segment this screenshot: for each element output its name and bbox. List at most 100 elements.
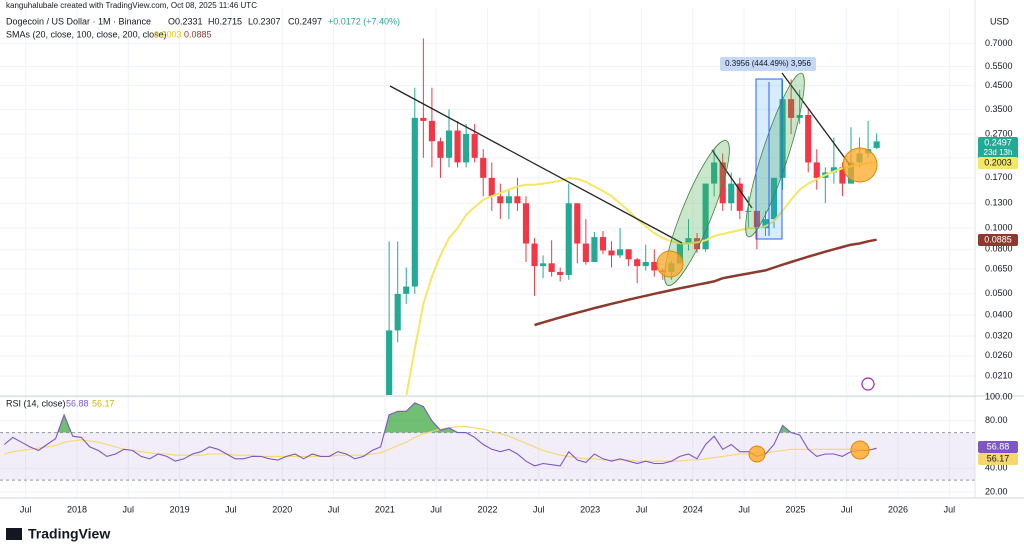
- rsi-sma-last: 56.17: [987, 453, 1010, 463]
- candle-body: [565, 203, 572, 275]
- sma20-box: [978, 157, 1018, 169]
- y-tick-label: 0.0320: [985, 331, 1013, 341]
- x-tick-label: 2020: [272, 504, 292, 514]
- sma20-price: 0.2003: [984, 157, 1012, 167]
- rsi-legend-value: 56.88: [66, 398, 89, 408]
- candle-body: [420, 117, 427, 121]
- candle-body: [599, 237, 607, 251]
- y-tick-label: 0.2700: [985, 128, 1013, 138]
- rsi-sma-legend-value: 56.17: [92, 398, 115, 408]
- last-price-box: [978, 137, 1018, 159]
- y-tick-label: 0.1700: [985, 172, 1013, 182]
- sma200-box: [978, 234, 1018, 246]
- x-tick-label: Jul: [20, 504, 32, 514]
- x-tick-label: Jul: [841, 504, 853, 514]
- highlight-circle: [842, 147, 878, 183]
- candle-body: [531, 243, 538, 267]
- x-tick-label: Jul: [738, 504, 750, 514]
- trend-line: [389, 85, 683, 244]
- drawings: [389, 72, 878, 463]
- x-tick-label: Jul: [430, 504, 442, 514]
- rsi-sma-box: [978, 453, 1018, 465]
- highlight-ellipse: [745, 72, 805, 238]
- legend-low: L0.2307: [248, 16, 281, 26]
- y-tick-label: 0.1000: [985, 223, 1013, 233]
- x-tick-label: 2024: [683, 504, 703, 514]
- highlight-ellipse: [664, 140, 730, 286]
- sma200-legend-value: 0.0885: [184, 29, 212, 39]
- y-tick-label: 0.1300: [985, 198, 1013, 208]
- candle-body: [676, 243, 684, 264]
- y-tick-label: 40.00: [985, 463, 1008, 473]
- rsi-band: [0, 432, 975, 481]
- x-tick-label: Jul: [328, 504, 340, 514]
- y-tick-label: 100.00: [985, 391, 1013, 401]
- candle-body: [454, 130, 461, 163]
- y-tick-label: 0.5500: [985, 61, 1013, 71]
- moving-average: [534, 238, 877, 327]
- candle-body: [719, 162, 726, 204]
- trend-line: [711, 149, 753, 209]
- y-tick-label: 0.0650: [985, 263, 1013, 273]
- candle-body: [582, 243, 589, 262]
- currency: USD: [990, 16, 1010, 26]
- sma200-price: 0.0885: [984, 234, 1012, 244]
- x-tick-label: 2018: [67, 504, 87, 514]
- y-tick-label: 0.0210: [985, 370, 1013, 380]
- candle-body: [557, 271, 564, 275]
- candle-body: [514, 196, 521, 204]
- x-tick-label: 2021: [375, 504, 395, 514]
- candle-body: [488, 177, 495, 197]
- candle-body: [445, 130, 453, 158]
- rsi-title: RSI (14, close): [6, 398, 66, 408]
- candle-body: [463, 133, 470, 163]
- x-tick-label: 2025: [785, 504, 805, 514]
- y-tick-label: 0.0400: [985, 309, 1013, 319]
- highlight-circle: [656, 250, 684, 278]
- sma20-legend-value: 0.2003: [154, 29, 182, 39]
- y-tick-label: 20.00: [985, 486, 1008, 496]
- rsi-box: [978, 441, 1018, 453]
- logo-icon: [6, 528, 22, 540]
- candle-body: [736, 183, 743, 211]
- y-tick-label: 0.0800: [985, 244, 1013, 254]
- range-label: 0.3956 (444.49%) 3,956: [725, 59, 811, 68]
- y-tick-label: 0.4500: [985, 80, 1013, 90]
- candle-body: [788, 99, 795, 118]
- rsi-line: [3, 402, 877, 467]
- candle-body: [770, 177, 778, 220]
- candle-body: [437, 141, 444, 158]
- candle-body: [805, 114, 812, 163]
- symbol-title: Dogecoin / US Dollar · 1M · Binance: [6, 16, 151, 26]
- candle-body: [616, 249, 624, 256]
- y-tick-label: 0.0260: [985, 350, 1013, 360]
- x-tick-label: 2019: [170, 504, 190, 514]
- legend-change: +0.0172 (+7.40%): [328, 16, 400, 26]
- candle-body: [480, 157, 487, 178]
- logo-text: TradingView: [28, 526, 110, 542]
- candle-body: [651, 261, 658, 271]
- last-price: 0.2497: [984, 137, 1012, 147]
- x-tick-label: 2022: [477, 504, 497, 514]
- candle-body: [702, 183, 709, 250]
- candle-body: [745, 210, 752, 212]
- candle-body: [386, 330, 393, 395]
- candle-body: [548, 263, 555, 272]
- legend-close: C0.2497: [288, 16, 322, 26]
- x-tick-label: Jul: [636, 504, 648, 514]
- candle-body: [634, 259, 641, 267]
- candle-body: [394, 293, 401, 331]
- y-tick-label: 80.00: [985, 415, 1008, 425]
- candle-body: [830, 167, 837, 173]
- x-tick-label: 2023: [580, 504, 600, 514]
- axes: Jul 2018 Jul 2019 Jul 2020 Jul 2021 Jul 2022 Jul 20…: [20, 38, 1013, 514]
- range-label-box: [720, 57, 816, 71]
- candle-body: [428, 120, 435, 142]
- candle-body: [591, 237, 598, 262]
- grid: [0, 8, 975, 498]
- candle-body: [608, 250, 615, 256]
- candle-body: [505, 196, 512, 204]
- candle-body: [693, 238, 701, 250]
- rsi-pane: [0, 402, 975, 481]
